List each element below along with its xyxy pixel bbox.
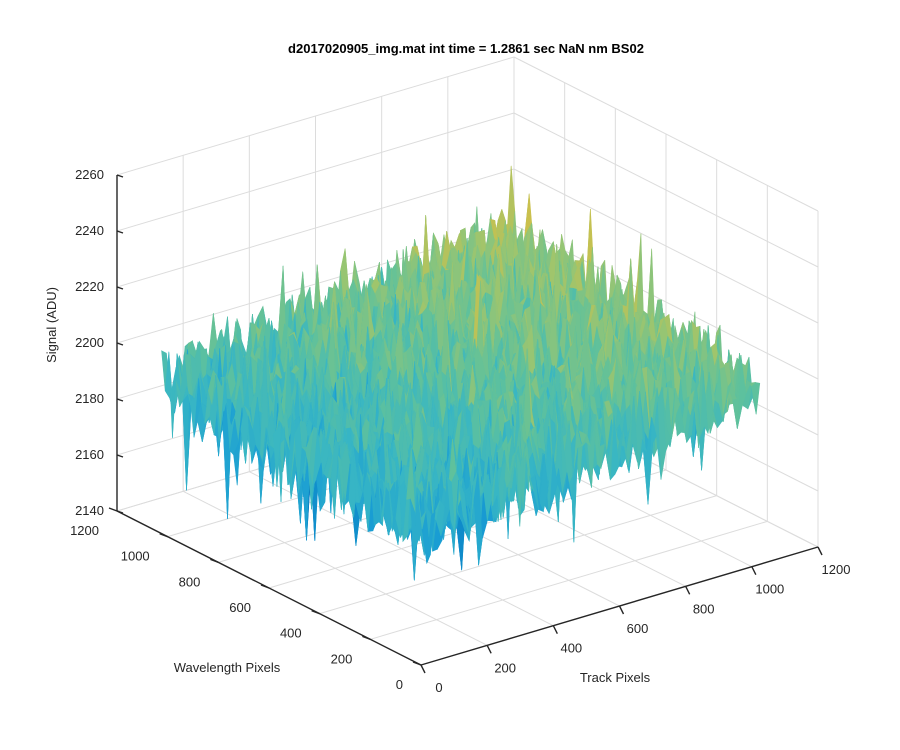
floor-grid-line-y <box>319 495 717 615</box>
floor-grid-line-y <box>370 520 768 640</box>
back-wall-grid-line-z <box>116 112 515 232</box>
back-wall-grid-line-z <box>116 168 515 288</box>
surface <box>161 165 761 581</box>
side-wall-grid-line-z <box>513 112 819 268</box>
back-wall-grid-line-z <box>116 56 515 176</box>
side-wall-grid-line-z <box>513 168 819 324</box>
side-wall-grid-line-z <box>513 56 819 212</box>
